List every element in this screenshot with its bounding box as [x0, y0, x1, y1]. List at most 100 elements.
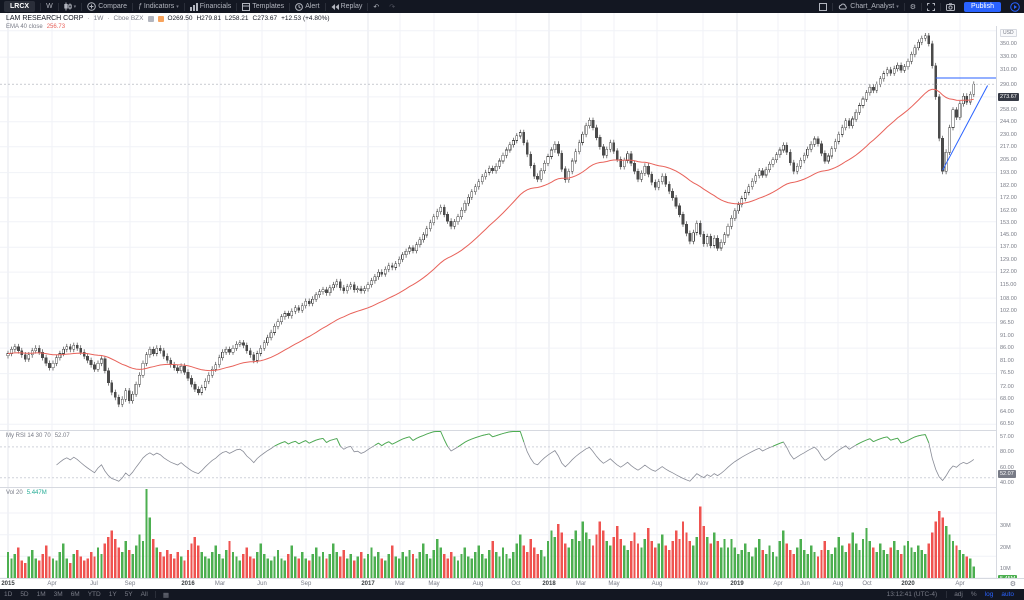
price-axis-label: 86.00 [1000, 345, 1014, 352]
rsi-legend-label[interactable]: My RSI 14 30 70 [6, 433, 51, 439]
financials-icon [189, 2, 198, 11]
top-toolbar: LRCX W ▾ Compare [0, 0, 1024, 13]
current-price-badge: 273.67 [998, 93, 1019, 102]
time-axis-year-label: 2016 [181, 581, 195, 587]
price-axis-label: 230.00 [1000, 131, 1017, 138]
replay-icon [331, 3, 339, 11]
top-toolbar-right: Chart_Analyst ▾ ⚙ Publish [814, 0, 1024, 13]
price-axis[interactable]: USD 350.00 330.00 310.00 290.00 258.00 244.00… [996, 26, 1024, 594]
alert-button[interactable]: Alert [290, 0, 324, 13]
range-button-1m[interactable]: 1M [36, 591, 46, 598]
range-button-1y[interactable]: 1Y [108, 591, 117, 598]
snapshot-button[interactable] [941, 0, 960, 13]
volume-legend-value: 5.447M [26, 490, 47, 496]
time-axis-month-label: May [428, 581, 440, 587]
range-button-1d[interactable]: 1D [4, 591, 13, 598]
time-axis-month-label: Apr [773, 581, 783, 587]
range-button-5y[interactable]: 5Y [124, 591, 133, 598]
price-axis-label: 350.00 [1000, 40, 1017, 47]
chart-canvas[interactable] [0, 13, 1024, 589]
range-button-ytd[interactable]: YTD [87, 591, 101, 598]
range-button-5d[interactable]: 5D [20, 591, 29, 598]
time-axis[interactable]: ⚙ 2015 Apr Jul Sep 2016 Mar Jun Sep 2017 Mar May Au… [0, 578, 1024, 590]
clock-label[interactable]: 13:12:41 (UTC-4) [886, 591, 938, 598]
price-axis-label: 153.00 [1000, 220, 1017, 227]
range-button-all[interactable]: All [140, 591, 148, 598]
divider [946, 591, 948, 598]
legend-close: C273.67 [252, 15, 278, 22]
time-axis-month-label: Jul [90, 581, 98, 587]
divider [183, 2, 185, 11]
chevron-down-icon: ▾ [176, 3, 179, 10]
time-axis-month-label: Mar [575, 581, 587, 587]
volume-legend: Vol 20 5.447M [6, 490, 47, 496]
divider [832, 2, 834, 11]
rsi-legend: My RSI 14 30 70 52.07 [6, 433, 70, 439]
scale-toggle-adj[interactable]: adj [954, 591, 963, 598]
indicators-button[interactable]: ƒ Indicators ▾ [137, 3, 179, 10]
quick-share-button[interactable] [1005, 0, 1024, 13]
fullscreen-button[interactable] [922, 0, 940, 13]
time-axis-year-label: 2017 [361, 581, 375, 587]
legend-exchange: Cboe BZX [113, 15, 144, 22]
range-button-6m[interactable]: 6M [70, 591, 80, 598]
legend-symbol-title[interactable]: LAM RESEARCH CORP [6, 15, 84, 22]
legend-more-icon[interactable] [157, 15, 164, 22]
time-axis-month-label: Mar [394, 581, 406, 587]
bottom-toolbar: 1D 5D 1M 3M 6M YTD 1Y 5Y All ▦ 13:12:41 (UTC-4) a… [0, 589, 1024, 600]
divider [154, 591, 156, 598]
price-axis-label: 145.00 [1000, 231, 1017, 238]
financials-button[interactable]: Financials [185, 0, 237, 13]
replay-button[interactable]: Replay [326, 0, 368, 13]
price-axis-label: 102.00 [1000, 308, 1017, 315]
scale-toggle-percent[interactable]: % [970, 591, 977, 598]
symbol-legend: LAM RESEARCH CORP · 1W · Cboe BZX O269.5… [6, 15, 330, 22]
currency-badge[interactable]: USD [1000, 29, 1017, 37]
pane-divider-rsi[interactable] [0, 430, 1024, 431]
interval-button[interactable]: W [46, 3, 53, 10]
price-axis-label: 108.00 [1000, 295, 1017, 302]
settings-button[interactable]: ⚙ [905, 0, 921, 13]
redo-button[interactable]: ↷ [389, 3, 396, 11]
chevron-down-icon: ▾ [73, 3, 77, 10]
legend-interval: 1W [93, 15, 104, 22]
compare-button[interactable]: Compare [82, 0, 132, 13]
time-axis-month-label: Mar [214, 581, 226, 587]
divider [921, 2, 923, 11]
volume-axis-label: 10M [1000, 566, 1011, 573]
time-axis-month-label: Apr [955, 581, 965, 587]
account-menu[interactable]: Chart_Analyst ▾ [833, 0, 903, 13]
price-axis-label: 137.00 [1000, 244, 1017, 251]
scale-toggle-auto[interactable]: auto [1001, 591, 1014, 598]
go-to-date-icon[interactable]: ▦ [162, 591, 170, 599]
rsi-axis-label: 60.00 [1000, 464, 1014, 471]
volume-legend-label[interactable]: Vol 20 [6, 490, 23, 496]
camera-icon [946, 2, 956, 11]
legend-eye-icon[interactable] [147, 15, 154, 22]
range-button-3m[interactable]: 3M [53, 591, 63, 598]
time-axis-gear-icon[interactable]: ⚙ [1009, 581, 1016, 588]
publish-button[interactable]: Publish [964, 1, 1001, 12]
chart-style-button[interactable]: ▾ [59, 0, 82, 13]
templates-button[interactable]: Templates [237, 0, 289, 13]
price-axis-label: 310.00 [1000, 67, 1017, 74]
scale-toggle-log[interactable]: log [984, 591, 994, 598]
symbol-search-button[interactable]: LRCX [0, 0, 40, 13]
gear-icon: ⚙ [909, 3, 917, 11]
ema-legend-label[interactable]: EMA 40 close [6, 24, 43, 30]
time-axis-year-label: 2015 [1, 581, 15, 587]
time-axis-year-label: 2018 [542, 581, 556, 587]
legend-open: O269.50 [167, 15, 193, 22]
price-axis-label: 122.00 [1000, 269, 1017, 276]
layout-button[interactable] [814, 0, 832, 13]
legend-high: H279.81 [196, 15, 222, 22]
pane-divider-volume[interactable] [0, 487, 1024, 488]
fullscreen-icon [927, 2, 936, 11]
price-axis-label: 57.00 [1000, 434, 1014, 441]
price-axis-label: 162.00 [1000, 207, 1017, 214]
fx-icon: ƒ [137, 3, 142, 10]
top-toolbar-left: LRCX W ▾ Compare [0, 0, 400, 13]
volume-axis-label: 20M [1000, 544, 1011, 551]
time-axis-month-label: Aug [472, 581, 484, 587]
undo-button[interactable]: ↶ [373, 3, 380, 11]
